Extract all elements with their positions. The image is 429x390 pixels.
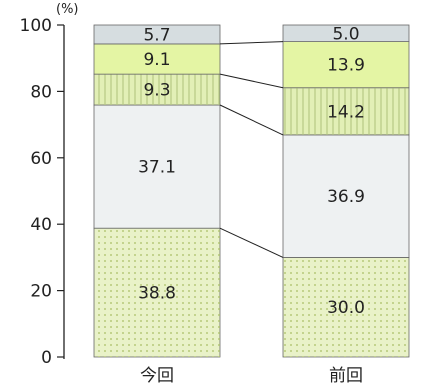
data-label: 37.1 (138, 158, 176, 178)
bar-segment (93, 104, 221, 229)
y-tick-label: 60 (30, 149, 52, 169)
bar-segment-pattern (283, 87, 409, 135)
data-label: 30.0 (327, 298, 365, 318)
y-axis-unit: (%) (56, 2, 79, 17)
y-tick-label: 0 (41, 348, 52, 368)
y-tick-label: 100 (20, 16, 52, 36)
y-tick-label: 40 (30, 215, 52, 235)
bar-segment-pattern (94, 74, 220, 106)
data-label: 5.0 (332, 24, 359, 44)
bar-segment-pattern (283, 257, 409, 357)
bar-segment-pattern (94, 228, 220, 357)
data-label: 9.1 (143, 50, 170, 70)
category-label: 今回 (140, 366, 174, 386)
connector-line (219, 41, 284, 45)
y-tick-label: 80 (30, 82, 52, 102)
connector-line (219, 73, 284, 89)
data-label: 13.9 (327, 56, 365, 76)
connector-line (219, 227, 284, 258)
data-label: 36.9 (327, 187, 365, 207)
data-label: 5.7 (143, 25, 170, 45)
data-label: 14.2 (327, 102, 365, 122)
data-label: 9.3 (143, 81, 170, 101)
y-tick-label: 20 (30, 282, 52, 302)
bar-segment (93, 24, 221, 45)
bar-segment (93, 43, 221, 75)
bar-segment (282, 134, 410, 258)
bar-segment (282, 24, 410, 43)
category-label: 前回 (329, 366, 363, 386)
data-label: 38.8 (138, 284, 176, 304)
connector-line (219, 104, 284, 136)
